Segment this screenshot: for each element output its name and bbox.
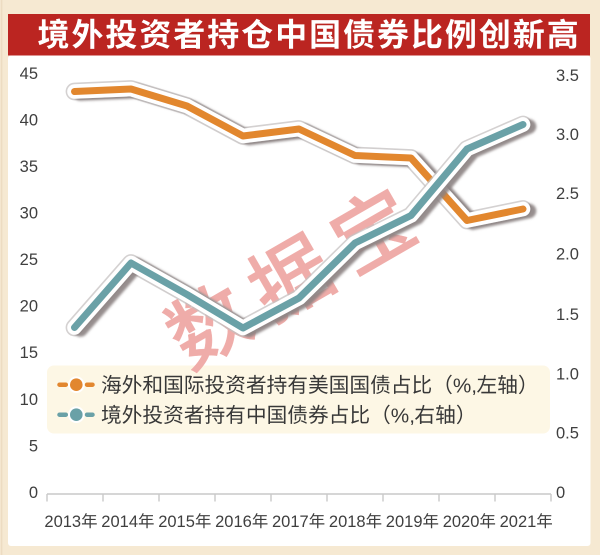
- svg-text:%,: %,: [453, 374, 477, 397]
- svg-text:2.5: 2.5: [556, 185, 579, 203]
- svg-text:10: 10: [20, 391, 38, 409]
- svg-text:2021: 2021: [500, 513, 537, 531]
- svg-text:35: 35: [20, 158, 38, 176]
- svg-text:2017: 2017: [272, 513, 309, 531]
- svg-text:2020: 2020: [443, 513, 480, 531]
- svg-text:30: 30: [20, 205, 38, 223]
- svg-text:5: 5: [29, 437, 38, 455]
- svg-text:40: 40: [20, 112, 38, 130]
- svg-text:1.0: 1.0: [556, 366, 579, 384]
- svg-text:3.5: 3.5: [556, 67, 579, 85]
- svg-text:2018: 2018: [329, 513, 366, 531]
- svg-text:0.5: 0.5: [556, 425, 579, 443]
- svg-text:20: 20: [20, 298, 38, 316]
- svg-text:45: 45: [20, 65, 38, 83]
- svg-text:2015: 2015: [158, 513, 195, 531]
- svg-text:0: 0: [556, 484, 565, 502]
- svg-text:0: 0: [29, 484, 38, 502]
- svg-text:2019: 2019: [386, 513, 423, 531]
- svg-text:2016: 2016: [215, 513, 252, 531]
- svg-text:15: 15: [20, 344, 38, 362]
- svg-text:2.0: 2.0: [556, 246, 579, 264]
- svg-text:%,: %,: [391, 404, 415, 427]
- svg-text:25: 25: [20, 251, 38, 269]
- svg-text:1.5: 1.5: [556, 306, 579, 324]
- svg-text:3.0: 3.0: [556, 126, 579, 144]
- svg-text:2013: 2013: [44, 513, 81, 531]
- svg-text:2014: 2014: [101, 513, 138, 531]
